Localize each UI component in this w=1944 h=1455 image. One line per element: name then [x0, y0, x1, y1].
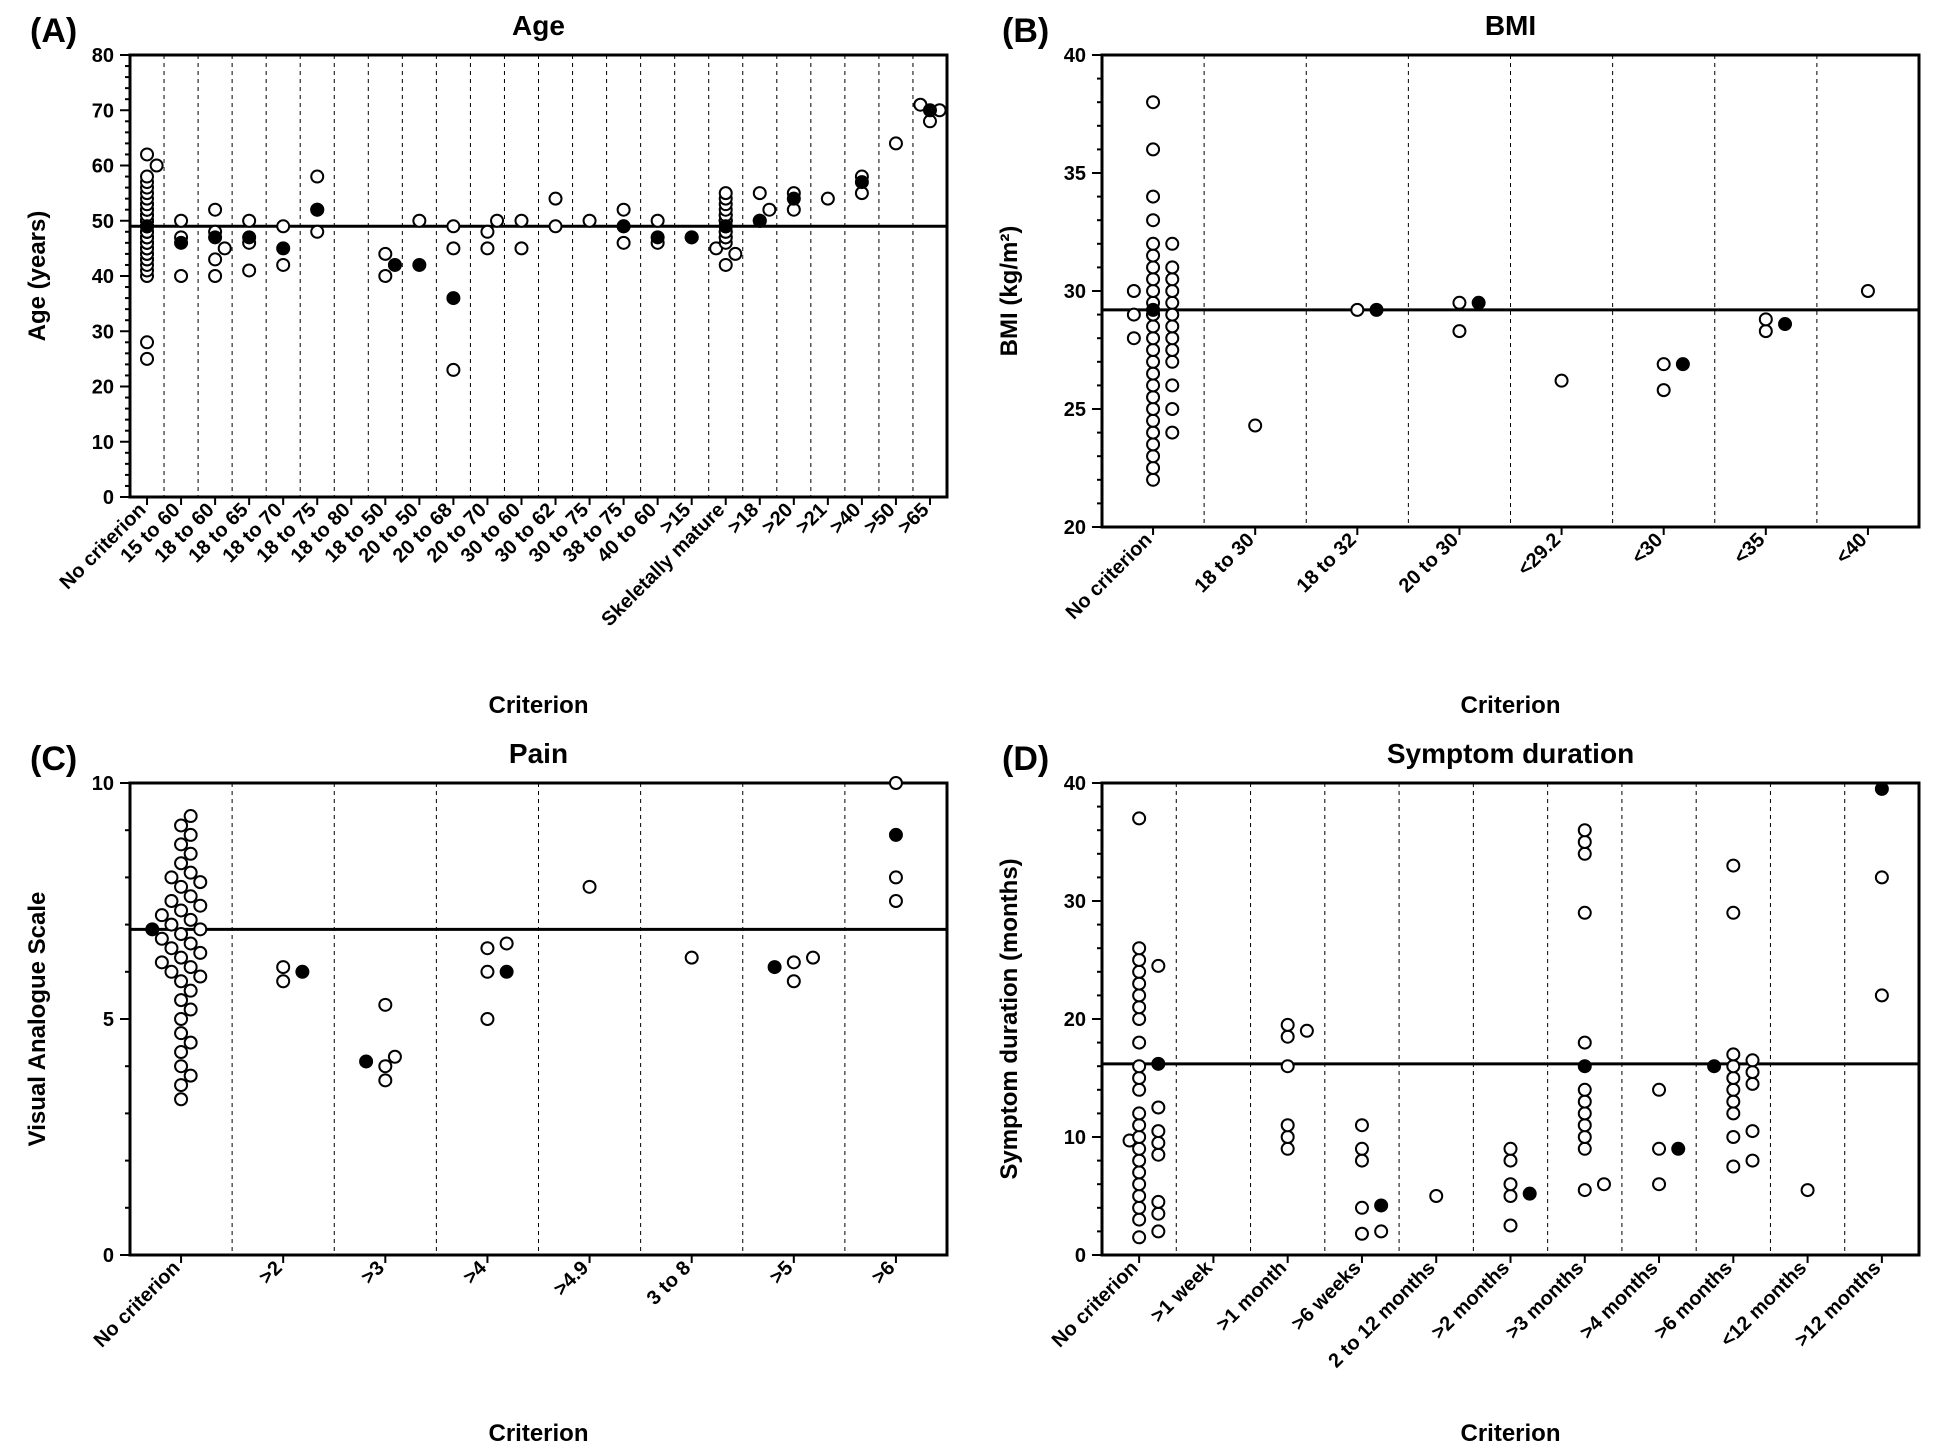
svg-text:Age (years): Age (years) [24, 211, 51, 342]
svg-text:>20: >20 [758, 499, 798, 539]
svg-text:>1 week: >1 week [1147, 1256, 1218, 1327]
svg-text:20: 20 [1064, 1009, 1086, 1031]
svg-text:BMI: BMI [1485, 10, 1536, 41]
panel-B: (B) BMI 20 25 30 35 40 BMI (kg/m²) No criterion 1… [972, 0, 1944, 728]
svg-text:No criterion: No criterion [1062, 529, 1157, 624]
svg-text:No criterion: No criterion [1048, 1256, 1143, 1351]
svg-text:>50: >50 [860, 499, 900, 539]
svg-text:18 to 32: 18 to 32 [1293, 529, 1361, 597]
svg-text:50: 50 [92, 211, 114, 233]
svg-text:20: 20 [92, 377, 114, 399]
panel-C: (C) Pain 0 5 10 Visual Analogue Scale No crite… [0, 728, 972, 1455]
svg-text:>4.9: >4.9 [550, 1256, 593, 1299]
svg-text:40: 40 [1064, 773, 1086, 795]
panel-D: (D) Symptom duration 0 10 20 30 40 Symptom dura… [972, 728, 1944, 1455]
svg-text:>65: >65 [894, 499, 934, 539]
svg-text:(B): (B) [1002, 12, 1049, 50]
svg-text:40: 40 [1064, 45, 1086, 67]
svg-text:>1 month: >1 month [1212, 1256, 1291, 1335]
svg-text:>2 months: >2 months [1427, 1256, 1514, 1343]
svg-text:60: 60 [92, 156, 114, 178]
svg-text:(D): (D) [1002, 740, 1049, 778]
svg-text:30: 30 [1064, 281, 1086, 303]
svg-text:18 to 30: 18 to 30 [1190, 529, 1258, 597]
svg-text:(C): (C) [30, 740, 77, 778]
svg-text:Pain: Pain [509, 738, 568, 769]
svg-text:>3: >3 [357, 1256, 389, 1288]
svg-text:0: 0 [1075, 1245, 1086, 1267]
svg-text:10: 10 [92, 773, 114, 795]
svg-text:Criterion: Criterion [1460, 692, 1560, 719]
svg-text:5: 5 [103, 1009, 114, 1031]
svg-text:3 to 8: 3 to 8 [643, 1256, 696, 1309]
svg-text:<30: <30 [1628, 529, 1668, 569]
svg-text:<35: <35 [1730, 529, 1770, 569]
svg-text:Criterion: Criterion [488, 692, 588, 719]
svg-text:>6 weeks: >6 weeks [1287, 1256, 1365, 1334]
svg-text:>5: >5 [766, 1256, 798, 1288]
svg-text:20 to 30: 20 to 30 [1395, 529, 1463, 597]
svg-text:10: 10 [92, 432, 114, 454]
svg-text:0: 0 [103, 487, 114, 509]
svg-text:>40: >40 [826, 499, 866, 539]
svg-text:35: 35 [1064, 163, 1086, 185]
svg-text:>18: >18 [724, 499, 764, 539]
svg-text:30: 30 [1064, 891, 1086, 913]
svg-text:10: 10 [1064, 1127, 1086, 1149]
svg-text:70: 70 [92, 100, 114, 122]
svg-text:30: 30 [92, 321, 114, 343]
svg-text:(A): (A) [30, 12, 77, 50]
svg-text:BMI (kg/m²): BMI (kg/m²) [996, 226, 1023, 357]
svg-text:>6: >6 [868, 1256, 900, 1288]
svg-text:>2: >2 [255, 1256, 287, 1288]
svg-text:Symptom duration: Symptom duration [1387, 738, 1634, 769]
svg-text:25: 25 [1064, 399, 1086, 421]
svg-text:<29.2: <29.2 [1514, 529, 1565, 580]
svg-text:Criterion: Criterion [488, 1420, 588, 1447]
svg-text:Visual Analogue Scale: Visual Analogue Scale [24, 891, 51, 1146]
svg-text:<40: <40 [1832, 529, 1872, 569]
svg-text:40: 40 [92, 266, 114, 288]
svg-text:>21: >21 [792, 499, 832, 539]
svg-text:Age: Age [512, 10, 565, 41]
svg-text:20: 20 [1064, 517, 1086, 539]
svg-text:Symptom duration (months): Symptom duration (months) [996, 858, 1023, 1179]
svg-text:>3 months: >3 months [1502, 1256, 1589, 1343]
panel-A: (A)Age01020304050607080Age (years)No cri… [0, 0, 972, 728]
svg-text:80: 80 [92, 45, 114, 67]
svg-text:>4 months: >4 months [1576, 1256, 1663, 1343]
svg-text:Criterion: Criterion [1460, 1420, 1560, 1447]
svg-text:0: 0 [103, 1245, 114, 1267]
svg-text:No criterion: No criterion [90, 1256, 185, 1351]
